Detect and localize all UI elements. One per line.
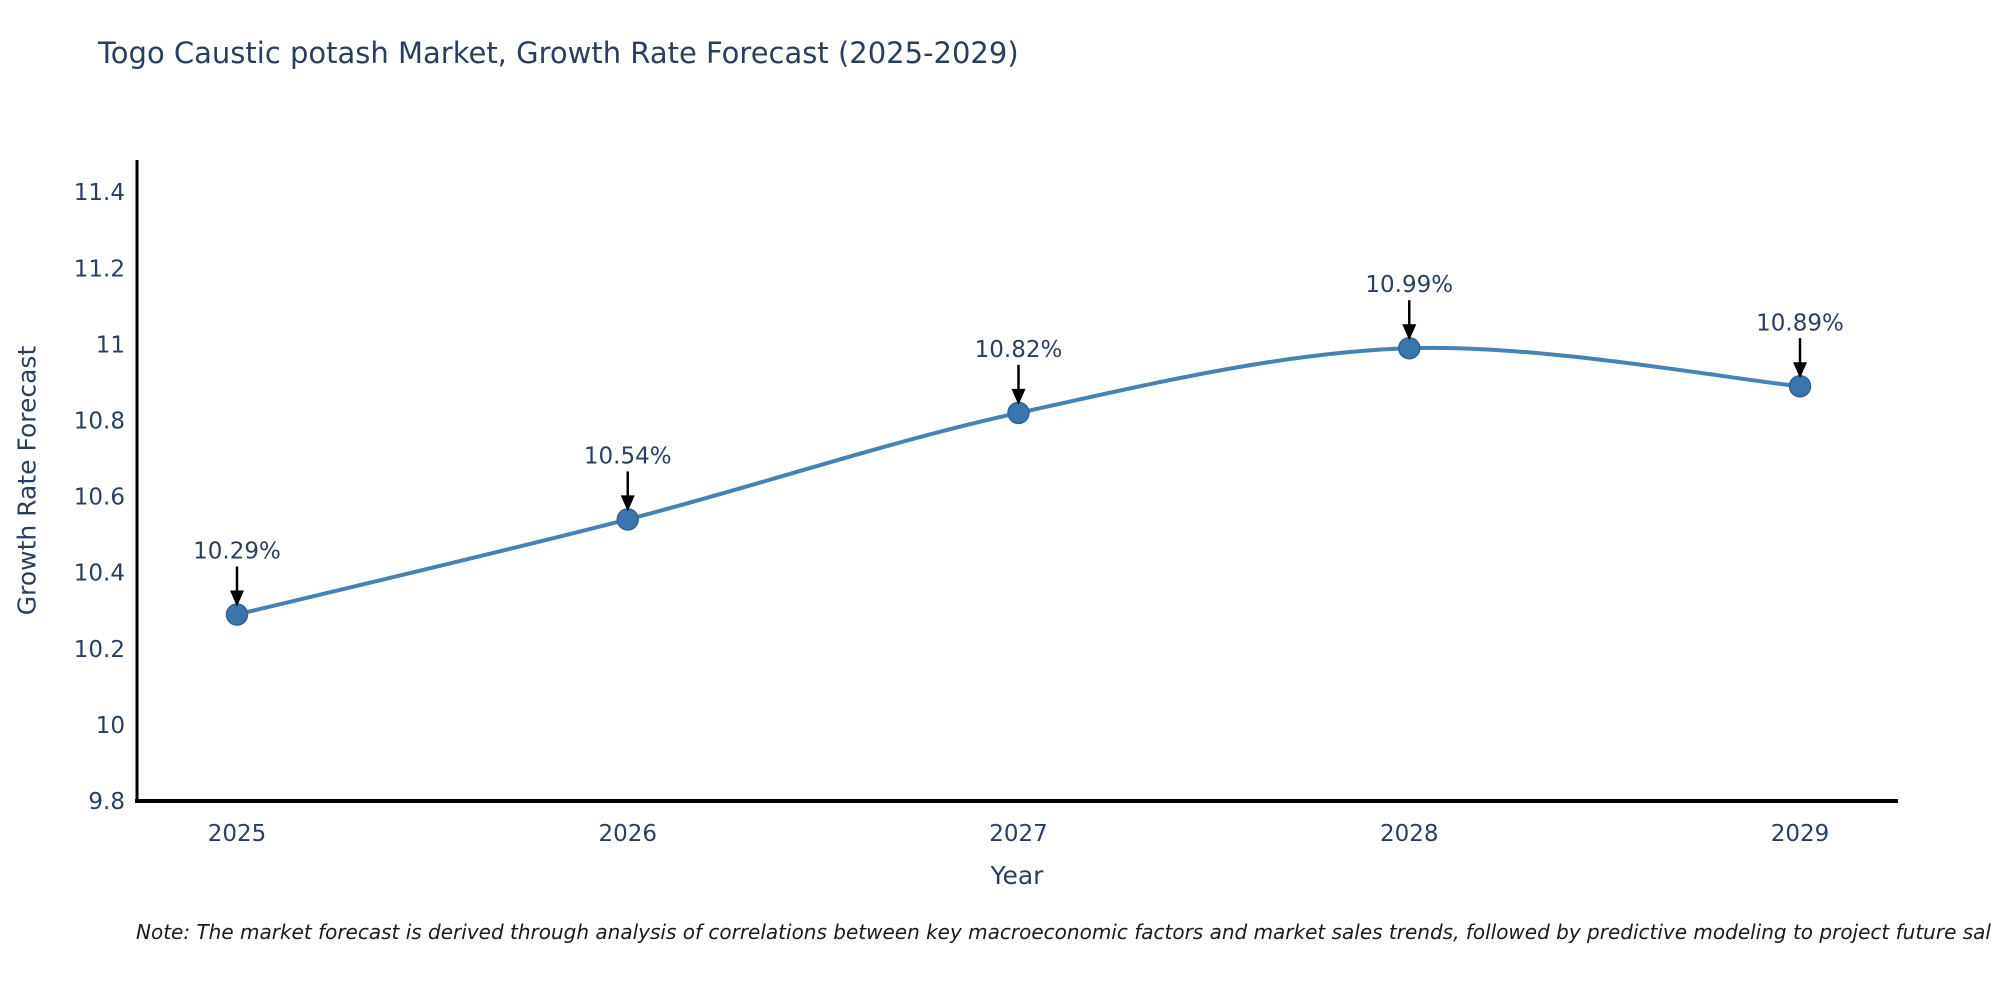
x-axis-title: Year (990, 861, 1044, 890)
x-tick-label: 2025 (208, 821, 267, 847)
annotation-arrowhead-icon (620, 495, 635, 512)
annotation-label: 10.54% (584, 443, 672, 469)
footnote-text: Note: The market forecast is derived thr… (136, 920, 1991, 944)
y-tick-label: 9.8 (88, 789, 125, 815)
data-point-marker[interactable] (1007, 401, 1030, 425)
y-tick-label: 10.4 (74, 561, 125, 587)
x-tick-label: 2026 (598, 821, 657, 847)
y-tick-label: 10.2 (74, 637, 125, 663)
annotation-label: 10.29% (193, 539, 281, 565)
annotation-label: 10.99% (1365, 272, 1453, 298)
data-point-marker[interactable] (616, 508, 639, 531)
y-tick-label: 11.2 (74, 256, 125, 282)
annotation-label: 10.89% (1756, 310, 1844, 336)
y-tick-label: 10 (96, 713, 125, 739)
y-tick-label: 10.8 (74, 409, 125, 435)
x-tick-label: 2028 (1380, 821, 1439, 847)
annotation-arrowhead-icon (1011, 388, 1026, 405)
data-point-marker[interactable] (1788, 375, 1812, 398)
y-axis-title: Growth Rate Forecast (12, 345, 42, 616)
data-point-marker[interactable] (1398, 336, 1421, 360)
y-tick-label: 11.4 (74, 180, 125, 206)
x-tick-label: 2029 (1771, 821, 1830, 847)
y-tick-label: 10.6 (74, 485, 125, 511)
x-tick-label: 2027 (989, 821, 1048, 847)
annotation-arrowhead-icon (1402, 324, 1417, 341)
data-point-marker[interactable] (225, 603, 249, 626)
y-tick-label: 11 (96, 332, 125, 358)
annotation-label: 10.82% (975, 337, 1063, 363)
annotation-arrowhead-icon (1793, 362, 1807, 379)
chart-title: Togo Caustic potash Market, Growth Rate … (98, 36, 1019, 70)
annotation-arrowhead-icon (230, 590, 244, 607)
